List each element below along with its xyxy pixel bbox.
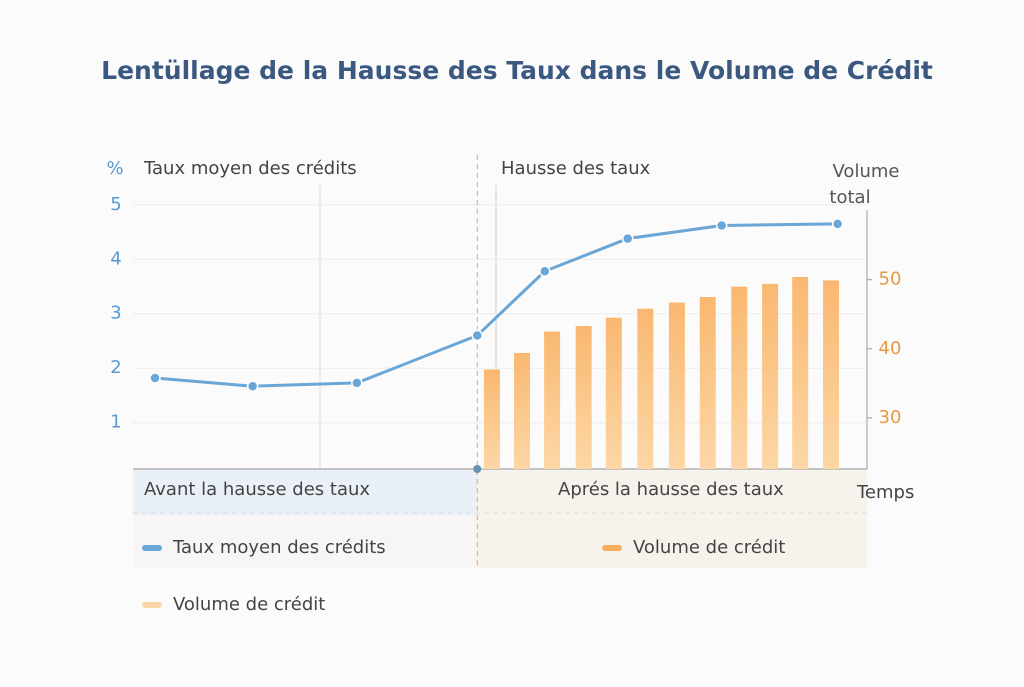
- y-tick-label: 2: [110, 357, 121, 378]
- line: [154, 222, 838, 388]
- region-label: Aprés la hausse des taux: [558, 479, 784, 500]
- bar: [514, 352, 531, 469]
- point: [831, 218, 844, 230]
- y-tick-label: 5: [110, 194, 121, 215]
- point: [149, 372, 161, 384]
- legend-swatch: [602, 545, 622, 551]
- y-label: %: [106, 158, 123, 179]
- legend-bg: [133, 515, 477, 568]
- y2-tick-label: 30: [879, 407, 902, 428]
- x-label: Temps: [856, 482, 914, 503]
- bar: [823, 280, 840, 469]
- y2-tick-label: 40: [879, 338, 902, 359]
- annotation: Taux moyen des crédits: [143, 158, 357, 179]
- bar: [544, 331, 561, 469]
- legend-label: Volume de crédit: [173, 594, 325, 615]
- annotation: Hausse des taux: [501, 158, 651, 179]
- y2-label: Volume total: [829, 161, 899, 208]
- region-before: [133, 470, 477, 515]
- region-label: Avant la hausse des taux: [144, 479, 370, 500]
- bar: [699, 296, 716, 469]
- y-tick-label: 1: [110, 412, 121, 433]
- legend-label: Volume de crédit: [633, 537, 785, 558]
- bar: [483, 369, 500, 469]
- bar: [637, 308, 654, 469]
- bar: [605, 317, 622, 469]
- y-tick-label: 4: [110, 248, 121, 269]
- region-after: [477, 470, 867, 568]
- point: [471, 329, 483, 342]
- point: [715, 219, 728, 232]
- chart-title: Lentüllage de la Hausse des Taux dans le…: [101, 56, 933, 85]
- bar: [762, 283, 779, 469]
- point: [246, 380, 259, 392]
- legend-swatch: [142, 545, 162, 551]
- bar: [575, 326, 592, 469]
- bar: [668, 302, 685, 469]
- bar: [731, 286, 748, 469]
- legend-swatch: [142, 602, 162, 608]
- point: [621, 232, 634, 245]
- legend-label: Taux moyen des crédits: [172, 537, 386, 558]
- point: [539, 265, 551, 278]
- bar: [792, 276, 809, 469]
- y-tick-label: 3: [110, 303, 121, 324]
- point: [351, 377, 363, 389]
- event-marker: [473, 465, 482, 473]
- y2-tick-label: 50: [879, 269, 902, 290]
